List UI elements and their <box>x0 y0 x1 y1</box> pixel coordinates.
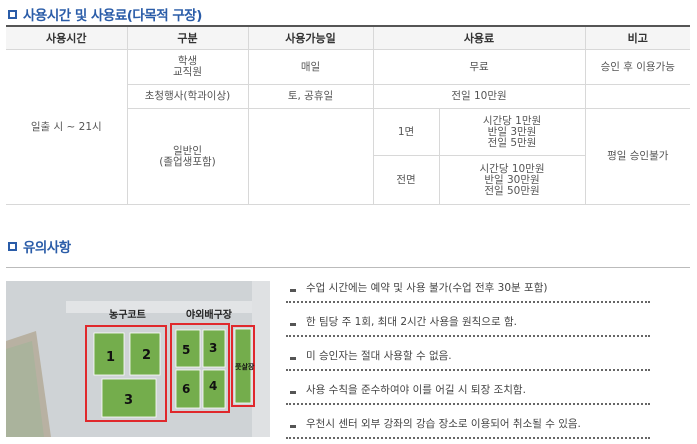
list-item: 한 팀당 주 1회, 최대 2시간 사용을 원칙으로 함. <box>286 308 650 337</box>
court-2 <box>129 332 161 376</box>
court-number: 6 <box>182 382 190 396</box>
court-number: 4 <box>209 379 217 393</box>
court-number: 5 <box>182 343 190 357</box>
list-item: 수업 시간에는 예약 및 사용 불가(수업 전후 30분 포함) <box>286 274 650 303</box>
court-map-image: 농구코트 야외배구장 1 2 3 5 3 6 4 풋살장 <box>6 281 270 437</box>
fee-cell: 전일 10만원 <box>372 84 586 109</box>
note-cell: 승인 후 이용가능 <box>584 49 690 85</box>
fee-line: 전일 5만원 <box>487 136 537 149</box>
table-header-row: 사용시간 구분 사용가능일 사용료 비고 <box>6 25 690 50</box>
header-available-days: 사용가능일 <box>247 25 374 50</box>
header-category: 구분 <box>126 25 249 50</box>
usage-time-cell: 일출 시 ~ 21시 <box>6 49 128 205</box>
court-number: 1 <box>106 350 115 365</box>
section-title-text: 사용시간 및 사용료(다목적 구장) <box>23 8 202 24</box>
fee-line: 반일 3만원 <box>487 125 537 138</box>
fee-cell: 시간당 1만원 반일 3만원 전일 5만원 <box>438 108 586 156</box>
volleyball-court-outline <box>170 323 230 413</box>
days-cell: 토, 공휴일 <box>247 84 374 109</box>
list-item: 미 승인자는 절대 사용할 수 없음. <box>286 342 650 371</box>
fee-line: 반일 30만원 <box>484 173 540 186</box>
futsal-court <box>234 328 252 404</box>
court-unit-cell: 전면 <box>372 155 440 205</box>
fee-cell: 무료 <box>372 49 586 85</box>
court-number: 2 <box>142 348 151 363</box>
table-row: 전면 시간당 10만원 반일 30만원 전일 50만원 <box>6 155 690 205</box>
notice-text: 수업 시간에는 예약 및 사용 불가(수업 전후 30분 포함) <box>306 282 548 294</box>
track-inner <box>6 341 44 437</box>
section-title-notices: 유의사항 <box>8 236 71 256</box>
header-fee: 사용료 <box>372 25 586 50</box>
category-cell: 일반인 (졸업생포함) <box>126 108 249 205</box>
square-bullet-icon <box>8 9 17 19</box>
volleyball-court-label: 야외배구장 <box>186 308 233 321</box>
fee-line: 시간당 10만원 <box>479 162 545 175</box>
notice-text: 한 팀당 주 1회, 최대 2시간 사용을 원칙으로 함. <box>306 316 517 328</box>
road <box>252 281 270 437</box>
days-cell: 매일 <box>247 49 374 85</box>
futsal-court-outline <box>231 325 255 407</box>
futsal-court-label: 풋살장 <box>235 362 255 371</box>
court-number: 3 <box>209 341 217 355</box>
section-title-fees: 사용시간 및 사용료(다목적 구장) <box>8 4 202 24</box>
basketball-court-label: 농구코트 <box>109 309 146 321</box>
court-number: 3 <box>124 393 133 408</box>
note-cell <box>584 84 690 109</box>
table-row: 일출 시 ~ 21시 학생 교직원 매일 무료 승인 후 이용가능 <box>6 49 690 205</box>
header-note: 비고 <box>584 25 690 50</box>
square-bullet-icon <box>8 241 17 251</box>
court-3b <box>202 329 226 368</box>
court-6 <box>175 369 201 409</box>
category-line: 일반인 <box>173 144 202 157</box>
note-cell: 평일 승인불가 <box>584 108 690 205</box>
notice-text: 우천시 센터 외부 강좌의 강습 장소로 이용되어 취소될 수 있음. <box>306 418 581 430</box>
days-cell <box>247 108 374 205</box>
category-line: 교직원 <box>173 66 202 78</box>
court-4 <box>202 369 226 409</box>
category-line: 학생 <box>177 55 198 67</box>
table-row: 일반인 (졸업생포함) 1면 시간당 1만원 반일 3만원 전일 5만원 평일 … <box>6 108 690 205</box>
notice-text: 사용 수칙을 준수하여야 이를 어길 시 퇴장 조치함. <box>306 384 526 396</box>
dash-bullet-icon <box>290 289 296 292</box>
court-unit-cell: 1면 <box>372 108 440 156</box>
court-map: 농구코트 야외배구장 1 2 3 5 3 6 4 풋살장 <box>6 281 270 437</box>
category-line: (졸업생포함) <box>159 155 216 168</box>
court-5 <box>175 329 201 368</box>
category-cell: 학생 교직원 <box>126 49 249 85</box>
notice-text: 미 승인자는 절대 사용할 수 없음. <box>306 350 452 362</box>
court-1 <box>93 332 125 376</box>
section-title-text: 유의사항 <box>23 240 71 256</box>
list-item: 사용 수칙을 준수하여야 이를 어길 시 퇴장 조치함. <box>286 376 650 405</box>
dash-bullet-icon <box>290 323 296 326</box>
fee-line: 시간당 1만원 <box>482 114 542 127</box>
fee-table: 사용시간 구분 사용가능일 사용료 비고 일출 시 ~ 21시 학생 교직원 매… <box>6 25 690 205</box>
fee-cell: 시간당 10만원 반일 30만원 전일 50만원 <box>438 155 586 205</box>
basketball-court-outline <box>85 325 167 422</box>
dash-bullet-icon <box>290 425 296 428</box>
dash-bullet-icon <box>290 391 296 394</box>
list-item: 우천시 센터 외부 강좌의 강습 장소로 이용되어 취소될 수 있음. <box>286 410 650 439</box>
notice-list: 수업 시간에는 예약 및 사용 불가(수업 전후 30분 포함) 한 팀당 주 … <box>286 274 650 444</box>
court-3 <box>101 378 157 418</box>
table-row: 초청행사(학과이상) 토, 공휴일 전일 10만원 <box>6 84 690 109</box>
divider <box>6 267 690 268</box>
header-usage-time: 사용시간 <box>6 25 128 50</box>
road <box>66 301 266 313</box>
fee-line: 전일 50만원 <box>484 184 540 197</box>
category-cell: 초청행사(학과이상) <box>126 84 249 109</box>
dash-bullet-icon <box>290 357 296 360</box>
